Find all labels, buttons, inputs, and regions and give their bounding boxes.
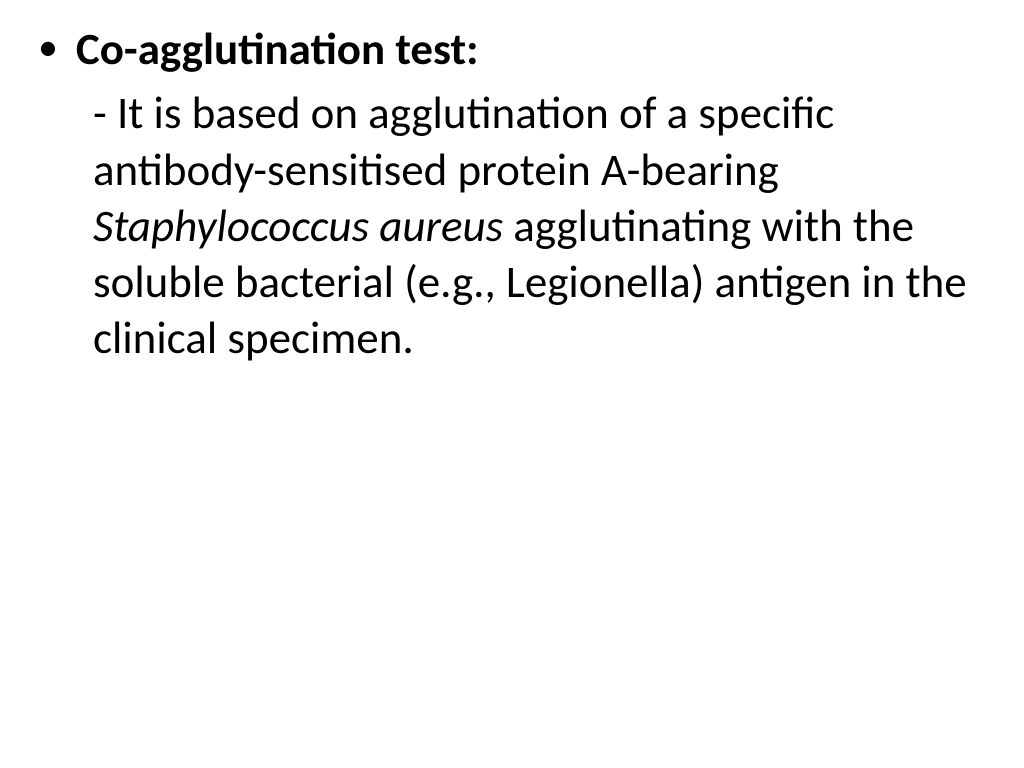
body-text-prefix: - It is based on agglutination of a spec… (93, 86, 834, 197)
bullet-list-item: • Co-agglutination test: (38, 22, 999, 78)
bullet-marker: • (38, 22, 58, 72)
body-text-italic: Staphylococcus aureus (93, 199, 503, 254)
slide-body-text: - It is based on agglutination of a spec… (93, 86, 999, 367)
slide-heading: Co-agglutination test: (76, 22, 479, 78)
